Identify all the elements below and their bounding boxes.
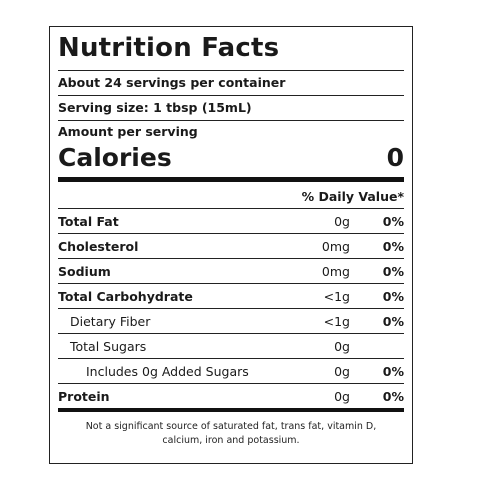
nutrient-row-added-sugars: Includes 0g Added Sugars 0g 0% [58, 359, 404, 384]
calories-label: Calories [58, 143, 172, 172]
nutrient-name: Dietary Fiber [70, 313, 151, 329]
nutrition-facts-panel: Nutrition Facts About 24 servings per co… [49, 26, 413, 464]
nutrient-amount: 0mg [321, 238, 350, 254]
nutrient-name: Total Fat [58, 213, 119, 229]
nutrient-daily-value: 0% [382, 263, 404, 279]
calories-row: Calories 0 [58, 143, 404, 182]
daily-value-header: % Daily Value* [58, 185, 404, 209]
nutrient-name: Sodium [58, 263, 111, 279]
nutrient-daily-value: 0% [382, 238, 404, 254]
nutrient-row-total-carbohydrate: Total Carbohydrate <1g 0% [58, 284, 404, 309]
nutrient-name: Total Carbohydrate [58, 288, 193, 304]
label-title: Nutrition Facts [58, 27, 404, 71]
nutrient-daily-value: 0% [382, 213, 404, 229]
nutrient-amount: <1g [323, 288, 350, 304]
nutrient-daily-value: 0% [382, 363, 404, 379]
nutrient-row-cholesterol: Cholesterol 0mg 0% [58, 234, 404, 259]
nutrient-row-dietary-fiber: Dietary Fiber <1g 0% [58, 309, 404, 334]
nutrient-name: Includes 0g Added Sugars [86, 363, 249, 379]
amount-per-serving: Amount per serving [58, 124, 198, 139]
nutrient-daily-value: 0% [382, 288, 404, 304]
nutrient-name: Protein [58, 388, 110, 404]
footnote: Not a significant source of saturated fa… [58, 412, 404, 448]
nutrient-daily-value: 0% [382, 388, 404, 404]
nutrient-amount: 0mg [321, 263, 350, 279]
footnote-line-1: Not a significant source of saturated fa… [85, 421, 377, 432]
nutrient-row-total-fat: Total Fat 0g 0% [58, 209, 404, 234]
nutrient-daily-value: 0% [382, 313, 404, 329]
nutrient-amount: 0g [334, 213, 350, 229]
nutrient-row-total-sugars: Total Sugars 0g [58, 334, 404, 359]
nutrient-name: Cholesterol [58, 238, 139, 254]
calories-value: 0 [386, 143, 404, 172]
nutrient-row-protein: Protein 0g 0% [58, 384, 404, 412]
nutrient-amount: 0g [334, 388, 350, 404]
footnote-line-2: calcium, iron and potassium. [162, 435, 300, 446]
nutrient-amount: 0g [334, 363, 350, 379]
nutrient-amount: <1g [323, 313, 350, 329]
serving-size: Serving size: 1 tbsp (15mL) [58, 96, 404, 121]
servings-per-container: About 24 servings per container [58, 71, 404, 96]
nutrient-row-sodium: Sodium 0mg 0% [58, 259, 404, 284]
nutrient-amount: 0g [334, 338, 350, 354]
nutrient-name: Total Sugars [70, 338, 147, 354]
